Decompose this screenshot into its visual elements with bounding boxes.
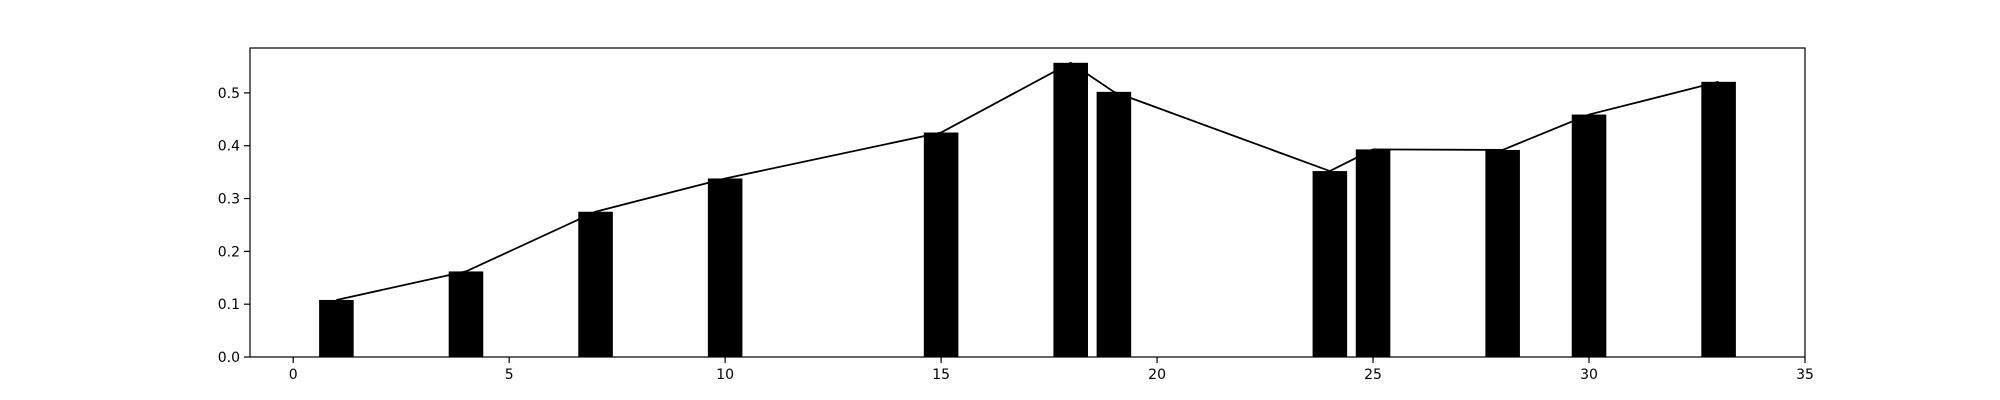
bar (1485, 149, 1520, 357)
bars-group (319, 62, 1736, 357)
bar (578, 211, 613, 357)
bar (1096, 91, 1132, 357)
bar (707, 178, 743, 357)
y-tick-label: 0.3 (218, 192, 240, 208)
bar (1701, 81, 1736, 357)
bar (923, 132, 959, 357)
x-tick-label: 25 (1364, 367, 1382, 383)
bar (319, 299, 354, 357)
series-line-group (336, 61, 1719, 301)
x-tick-label: 20 (1148, 367, 1166, 383)
plot-frame (249, 47, 1806, 358)
y-tick-label: 0.4 (218, 139, 240, 155)
bar (1312, 171, 1348, 357)
x-tick-label: 30 (1580, 367, 1598, 383)
x-tick-label: 0 (289, 367, 298, 383)
y-axis: 0.0 0.1 0.2 0.3 0.4 0.5 (218, 86, 250, 366)
x-tick-label: 35 (1796, 367, 1814, 383)
x-tick-label: 5 (505, 367, 514, 383)
y-tick-label: 0.1 (218, 297, 240, 313)
y-tick-label: 0.0 (218, 350, 240, 366)
bar (448, 271, 484, 357)
y-tick-label: 0.2 (218, 244, 240, 260)
y-tick-label: 0.5 (218, 86, 240, 102)
bar (1053, 62, 1088, 357)
x-axis: 0 5 10 15 20 25 30 35 (289, 357, 1814, 383)
bar (1355, 149, 1391, 357)
x-tick-label: 10 (716, 367, 734, 383)
series-line (336, 61, 1719, 301)
x-tick-label: 15 (932, 367, 950, 383)
bar (1571, 114, 1607, 357)
